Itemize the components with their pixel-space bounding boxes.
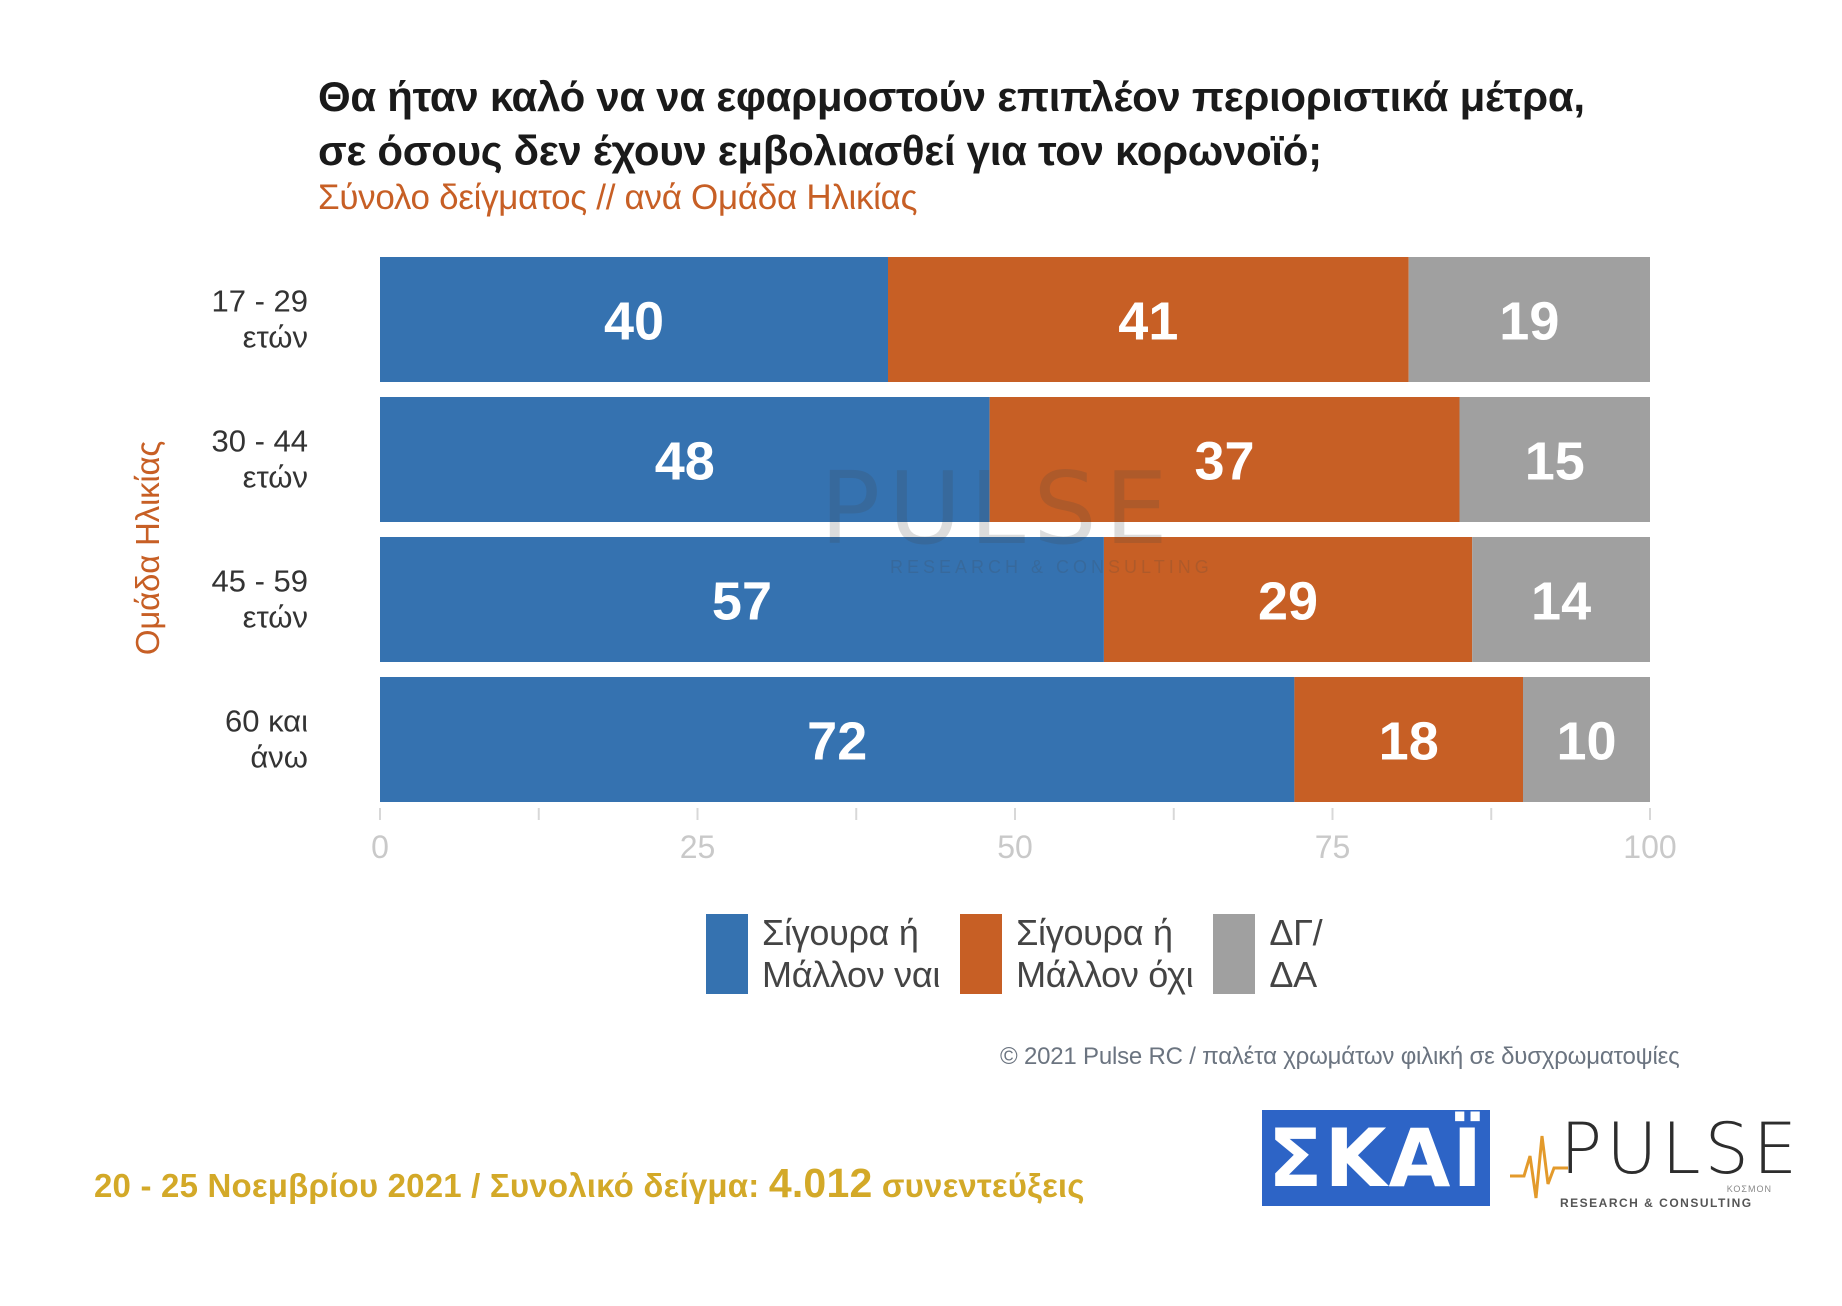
pulse-logo-kosmon: ΚΟΣΜΟΝ [1726, 1184, 1772, 1194]
pulse-heartbeat-icon [1510, 1135, 1568, 1199]
bar-value-label: 14 [1531, 572, 1591, 632]
bar-value-label: 15 [1525, 432, 1585, 492]
copyright-credit: © 2021 Pulse RC / παλέτα χρωμάτων φιλική… [1000, 1043, 1680, 1070]
legend-label-yes: Σίγουρα ή Μάλλον ναι [762, 912, 941, 995]
bar-segment [380, 257, 888, 382]
bar-segment [1472, 537, 1650, 662]
bar-value-label: 57 [712, 572, 772, 632]
legend-swatch-no [960, 914, 1003, 994]
legend-swatch-yes [706, 914, 748, 994]
category-label-line: ετών [243, 460, 308, 495]
bar-value-label: 48 [655, 432, 715, 492]
pulse-logo-word: PULSE [1560, 1108, 1802, 1190]
bar-segment [380, 397, 990, 522]
category-label-line: ετών [243, 320, 308, 355]
legend-item-no: Σίγουρα ή Μάλλον όχι [960, 912, 1194, 996]
category-label-line: 45 - 59 [211, 564, 308, 599]
category-label-line: 17 - 29 [211, 284, 308, 319]
footer-sample-size: 4.012 [768, 1160, 873, 1206]
bar-segment [1408, 257, 1650, 382]
y-axis-category-label: 17 - 29 ετών [211, 284, 308, 355]
y-axis-category-label: 30 - 44 ετών [211, 424, 308, 495]
bar-value-label: 18 [1379, 712, 1439, 772]
bar-segment [1103, 537, 1473, 662]
bar-segment [380, 537, 1104, 662]
x-axis-tick-label: 25 [680, 829, 716, 865]
legend-item-yes: Σίγουρα ή Μάλλον ναι [706, 912, 940, 996]
legend-label-dk: ΔΓ/ ΔΑ [1269, 912, 1323, 995]
y-axis-category-label: 45 - 59 ετών [211, 564, 308, 635]
chart-legend: Σίγουρα ή Μάλλον ναι Σίγουρα ή Μάλλον όχ… [706, 912, 1323, 996]
category-label-line: 30 - 44 [211, 424, 308, 459]
bar-value-label: 40 [604, 292, 664, 352]
x-axis-tick-label: 100 [1623, 829, 1676, 865]
bar-value-label: 10 [1556, 712, 1616, 772]
x-axis-tick-label: 50 [997, 829, 1033, 865]
bar-segment [1523, 677, 1650, 802]
bar-segment [888, 257, 1409, 382]
footer-interviews: συνεντεύξεις [881, 1167, 1085, 1204]
bar-segment [1294, 677, 1523, 802]
legend-label-no: Σίγουρα ή Μάλλον όχι [1016, 912, 1194, 995]
legend-swatch-dk [1213, 914, 1256, 994]
category-label-line: ετών [243, 600, 308, 635]
bar-value-label: 19 [1499, 292, 1559, 352]
category-label-line: άνω [250, 740, 308, 775]
pulse-logo-tagline: RESEARCH & CONSULTING [1560, 1196, 1753, 1210]
legend-item-dk: ΔΓ/ ΔΑ [1213, 912, 1323, 996]
skai-logo: ΣΚΑΪ [1262, 1110, 1490, 1206]
x-axis-tick-label: 75 [1315, 829, 1351, 865]
survey-footer: 20 - 25 Νοεμβρίου 2021 / Συνολικό δείγμα… [94, 1160, 1085, 1207]
bar-segment [989, 397, 1460, 522]
y-axis-category-label: 60 και άνω [225, 704, 308, 775]
bar-value-label: 37 [1195, 432, 1255, 492]
footer-dates: 20 - 25 Νοεμβρίου 2021 / Συνολικό δείγμα… [94, 1167, 760, 1204]
bar-value-label: 29 [1258, 572, 1318, 632]
bar-segment [1459, 397, 1650, 522]
bar-value-label: 72 [807, 712, 867, 772]
chart-title: Θα ήταν καλό να να εφαρμοστούν επιπλέον … [318, 73, 1585, 174]
x-axis-tick-label: 0 [371, 829, 389, 865]
chart-subtitle: Σύνολο δείγματος // ανά Ομάδα Ηλικίας [318, 178, 918, 217]
category-label-line: 60 και [225, 704, 308, 739]
bar-segment [380, 677, 1295, 802]
pulse-logo: PULSE ΚΟΣΜΟΝ RESEARCH & CONSULTING [1510, 1106, 1797, 1216]
bar-value-label: 41 [1118, 292, 1178, 352]
